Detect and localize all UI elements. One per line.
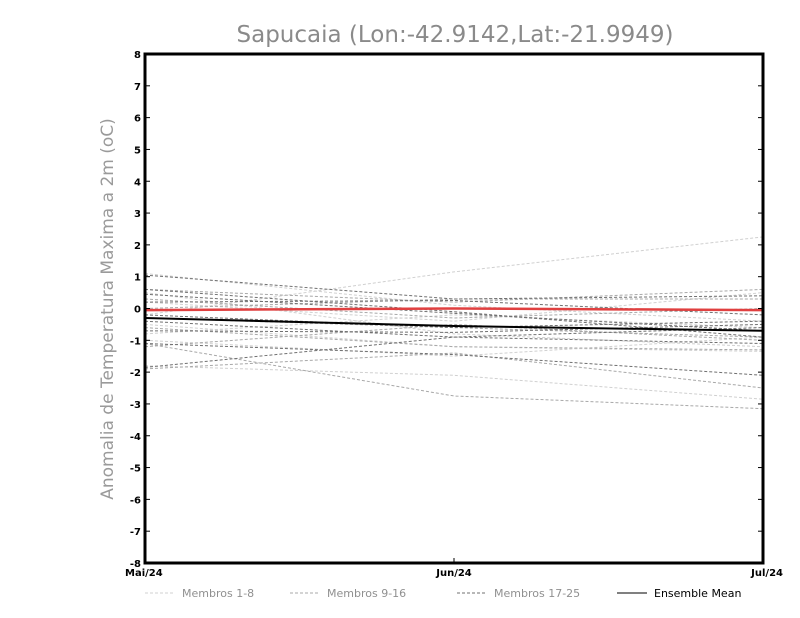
legend-label: Membros 17-25 (494, 587, 580, 600)
y-tick-label: -7 (130, 527, 141, 538)
y-tick-label: 2 (134, 241, 141, 252)
series-line-19 (144, 343, 764, 376)
series-line-21 (144, 323, 764, 333)
series-line-15 (144, 298, 763, 309)
series-line-4 (144, 292, 764, 322)
y-tick-label: 1 (134, 273, 141, 284)
series-line-14 (144, 327, 764, 351)
y-tick-label: -6 (130, 495, 141, 506)
y-tick-label: -3 (130, 400, 141, 411)
legend-label: Membros 9-16 (327, 587, 406, 600)
y-tick-label: 3 (134, 209, 141, 220)
series-line-25 (144, 320, 764, 344)
series-line-18 (144, 327, 764, 368)
y-tick-label: -2 (130, 368, 141, 379)
y-tick-label: 8 (134, 50, 141, 61)
y-tick-label: 0 (134, 305, 141, 316)
series-line-23 (144, 314, 764, 329)
series-line-5 (144, 273, 764, 322)
series-layer (144, 236, 764, 410)
y-tick-label: 6 (134, 114, 141, 125)
x-tick-label: Jul/24 (750, 568, 783, 579)
chart-title: Sapucaia (Lon:-42.9142,Lat:-21.9949) (237, 22, 674, 48)
series-line-11 (144, 317, 764, 338)
series-line-27 (144, 307, 764, 312)
series-line-9 (144, 343, 764, 410)
series-line-16 (144, 352, 764, 389)
legend-label: Ensemble Mean (654, 587, 741, 600)
y-tick-label: -5 (130, 464, 141, 475)
series-line-8 (144, 292, 764, 348)
series-line-6 (144, 336, 764, 357)
series-line-3 (144, 323, 764, 352)
y-tick-label: -8 (130, 559, 141, 570)
y-tick-label: -4 (130, 432, 141, 443)
x-tick-label: Mai/24 (125, 568, 163, 579)
x-tick-label: Jun/24 (435, 568, 472, 579)
y-ticks: -8 -7 -6 -5 -4 -3 -2 -1 0 1 2 3 4 5 6 7 8 (130, 50, 763, 570)
series-line-12 (144, 323, 764, 348)
series-line-20 (144, 293, 764, 332)
y-tick-label: -1 (130, 336, 141, 347)
y-tick-label: 4 (134, 177, 141, 188)
legend-label: Membros 1-8 (182, 587, 254, 600)
series-line-26 (144, 317, 764, 332)
x-ticks: Mai/24 Jun/24 Jul/24 (125, 558, 783, 579)
series-line-1 (144, 236, 764, 316)
series-line-2 (144, 365, 764, 400)
series-line-10 (144, 288, 764, 303)
legend: Membros 1-8 Membros 9-16 Membros 17-25 Ense… (145, 587, 741, 600)
series-line-17 (144, 274, 764, 300)
y-tick-label: 5 (134, 145, 141, 156)
series-line-13 (144, 298, 764, 319)
y-tick-label: 7 (134, 82, 141, 93)
y-axis-label: Anomalia de Temperatura Maxima a 2m (oC) (98, 118, 118, 500)
